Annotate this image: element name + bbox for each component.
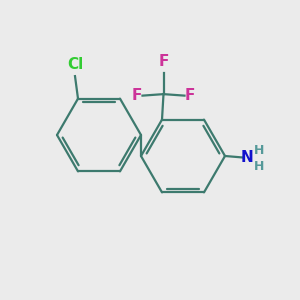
Text: F: F bbox=[158, 54, 169, 69]
Text: F: F bbox=[132, 88, 142, 103]
Text: Cl: Cl bbox=[67, 57, 83, 72]
Text: N: N bbox=[241, 150, 254, 165]
Text: H: H bbox=[254, 144, 265, 158]
Text: H: H bbox=[254, 160, 265, 173]
Text: F: F bbox=[185, 88, 195, 103]
